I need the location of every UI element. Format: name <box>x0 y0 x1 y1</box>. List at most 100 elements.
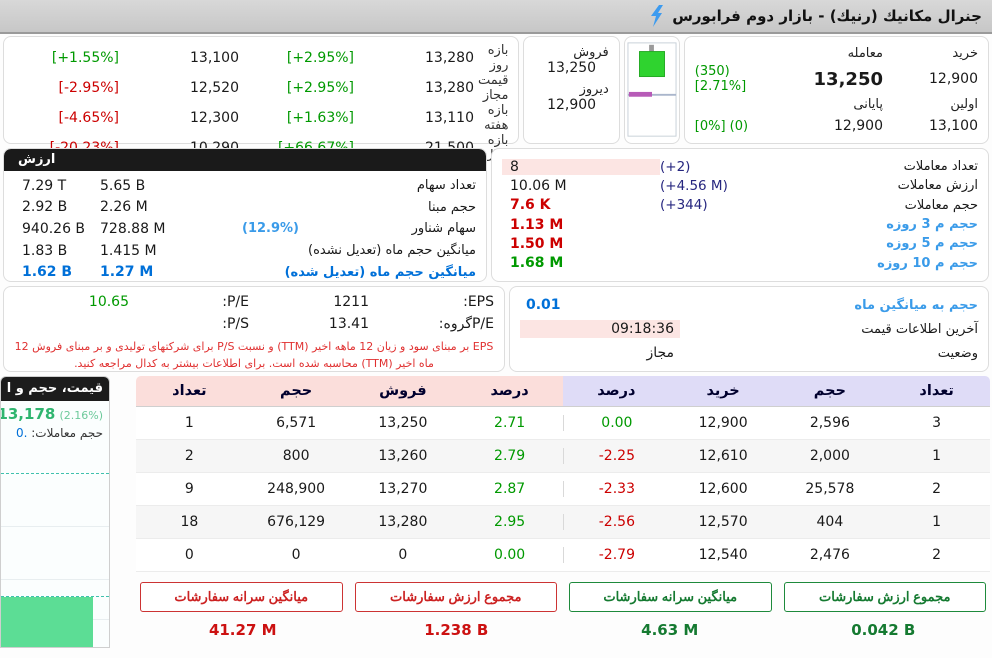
state-row: مجاز وضعیت <box>520 342 978 364</box>
share-stat-label: میانگین حجم ماه (تعدیل شده) <box>284 264 476 280</box>
share-stat-row: 940.26 B 728.88 M (12.9%) سهام شناور <box>14 221 476 237</box>
pe-label: P/E: <box>222 294 249 310</box>
sell-total-value: 1.238 B <box>424 621 489 639</box>
share-stat-label: تعداد سهام <box>416 178 476 194</box>
range-high: 13,110 <box>425 110 474 126</box>
range-label: قیمت مجاز <box>478 73 509 103</box>
sell-percent: 2.87 <box>494 481 526 497</box>
trade-stat-row: 8 (+2) تعداد معاملات <box>502 157 978 176</box>
page-title: جنرال مكانيك (رنيك) - بازار دوم فرابورس <box>672 7 982 25</box>
mini-volume-chart <box>1 451 109 647</box>
range-high-pct: [+1.63%] <box>286 110 354 126</box>
order-book-row[interactable]: 9 248,900 13,270 2.87 -2.33 12,600 25,57… <box>136 473 990 506</box>
range-low-pct: [-2.95%] <box>58 80 119 96</box>
range-high: 13,280 <box>425 80 474 96</box>
order-book-row[interactable]: 2 800 13,260 2.79 -2.25 12,610 2,000 1 <box>136 440 990 473</box>
volume-to-avg-label[interactable]: حجم به میانگین ماه <box>854 297 978 313</box>
mini-volume-value: 0. <box>15 426 28 440</box>
buy-volume: 2,596 <box>809 415 850 431</box>
value-column-header: ارزش <box>4 149 486 171</box>
last-price-info-row: 09:18:36 آخرین اطلاعات قیمت <box>520 318 978 340</box>
trade-stats-box: 8 (+2) تعداد معاملات 10.06 M (+4.56 M) ا… <box>491 148 989 282</box>
trade-stat-label[interactable]: حجم م 10 روزه <box>877 255 978 271</box>
eps-row: 10.65 P/E: 1211 EPS: <box>14 291 494 313</box>
mini-volume-label: حجم معاملات: <box>31 426 103 440</box>
order-book-rows: 1 6,571 13,250 2.71 0.00 12,900 2,596 3 … <box>136 407 990 572</box>
order-book-row[interactable]: 0 0 0 0.00 -2.79 12,540 2,476 2 <box>136 539 990 572</box>
sell-average-order-value: 41.27 M <box>208 621 277 639</box>
sell-percent: 2.95 <box>494 514 526 530</box>
range-high-pct: [+2.95%] <box>286 50 354 66</box>
buy-total-value-button[interactable]: مجموع ارزش سفارشات <box>783 582 986 612</box>
trade-stat-label[interactable]: حجم م 3 روزه <box>886 217 978 233</box>
last-trade-price: 13,250 <box>813 68 883 90</box>
share-stat-row: 1.83 B 1.415 M میانگین حجم ماه (تعدیل نش… <box>14 243 476 259</box>
volume-to-avg-row: 0.01 حجم به میانگین ماه <box>520 294 978 316</box>
sell-count: 9 <box>184 481 194 497</box>
sell-price: 13,280 <box>378 514 428 530</box>
share-stat-extra: (12.9%) <box>242 221 299 237</box>
status-box: 0.01 حجم به میانگین ماه 09:18:36 آخرین ا… <box>509 286 989 372</box>
price-volume-panel-title[interactable]: قیمت، حجم و ا <box>1 377 109 401</box>
trade-stat-label[interactable]: حجم معاملات <box>904 197 978 213</box>
eps-box: 10.65 P/E: 1211 EPS: P/S: 13.41 P/Eگروه:… <box>3 286 505 372</box>
sell-price: 13,270 <box>378 481 428 497</box>
sell-price: 0 <box>398 547 408 563</box>
buy-price: 12,900 <box>929 71 978 88</box>
sell-total-value-button[interactable]: مجموع ارزش سفارشات <box>354 582 557 612</box>
trade-stat-label[interactable]: تعداد معاملات <box>903 159 978 175</box>
order-book-row[interactable]: 1 6,571 13,250 2.71 0.00 12,900 2,596 3 <box>136 407 990 440</box>
mini-price-percent: (2.16%) <box>59 409 103 422</box>
buy-price: 12,610 <box>698 448 748 464</box>
buy-headers: درصد خرید حجم تعداد <box>563 376 990 406</box>
share-stat-value: 5.65 B <box>100 177 146 194</box>
buy-percent: -2.25 <box>563 448 670 464</box>
order-book-row[interactable]: 18 676,129 13,280 2.95 -2.56 12,570 404 … <box>136 506 990 539</box>
trade-stat-value: 1.13 M <box>510 216 564 233</box>
trade-stat-row: 7.6 K (+344) حجم معاملات <box>502 196 978 215</box>
price-range-candle <box>623 36 680 144</box>
share-stat-row: 2.92 B 2.26 M حجم مبنا <box>14 199 476 215</box>
candle-chart-icon <box>627 42 677 137</box>
range-low: 12,300 <box>190 110 239 126</box>
trade-stat-change: (+2) <box>660 158 691 175</box>
buy-price: 12,900 <box>698 415 748 431</box>
share-stat-value-rial: 7.29 T <box>22 177 67 194</box>
eps-value: 1211 <box>333 294 369 310</box>
mini-price-row: 13,178 (2.16%) <box>1 401 109 423</box>
sell-column-header: حجم <box>279 383 313 399</box>
price-range-row: [-4.65%] 12,300 [+1.63%] 13,110 بازه هفت… <box>14 103 509 133</box>
buy-column-header: خرید <box>706 383 740 399</box>
buy-column-header: تعداد <box>919 383 954 399</box>
order-book-header: تعداد حجم فروش درصد درصد خرید حجم تعداد <box>136 376 990 407</box>
share-stat-value: 1.27 M <box>100 264 154 281</box>
range-label: بازه هفته <box>484 103 509 133</box>
buy-percent: -2.33 <box>563 481 670 497</box>
trade-stat-value: 10.06 M <box>510 177 567 194</box>
buy-count: 1 <box>932 448 942 464</box>
group-pe-label: P/Eگروه: <box>438 316 494 332</box>
price-range-row: [-2.95%] 12,520 [+2.95%] 13,280 قیمت مجا… <box>14 73 509 103</box>
buy-average-order-button[interactable]: میانگین سرانه سفارشات <box>569 582 772 612</box>
buy-count: 1 <box>932 514 942 530</box>
trade-stat-label[interactable]: ارزش معاملات <box>897 178 978 194</box>
yesterday-price: 12,900 <box>547 97 597 113</box>
buy-count: 2 <box>932 547 942 563</box>
buy-price: 12,540 <box>698 547 748 563</box>
chart-gridline <box>1 579 109 580</box>
buy-percent: -2.56 <box>563 514 670 530</box>
trade-stat-change: (+344) <box>660 197 708 214</box>
mini-price-value: 13,178 <box>1 405 56 423</box>
state-value: مجاز <box>646 345 674 361</box>
volume-to-avg-value: 0.01 <box>526 297 561 313</box>
sell-label: فروش <box>573 45 609 60</box>
share-stat-value-rial: 2.92 B <box>22 199 68 216</box>
shares-box: ارزش 7.29 T 5.65 B تعداد سهام 2.92 B 2.2… <box>3 148 487 282</box>
sell-volume: 248,900 <box>267 481 326 497</box>
buy-average-order-value: 4.63 M <box>641 621 699 639</box>
trade-stat-label[interactable]: حجم م 5 روزه <box>886 236 978 252</box>
share-stat-value: 1.415 M <box>100 242 157 259</box>
sell-average-order-button[interactable]: میانگین سرانه سفارشات <box>140 582 343 612</box>
trade-stat-value: 1.50 M <box>510 235 564 252</box>
yesterday-label: دیروز <box>579 82 609 97</box>
